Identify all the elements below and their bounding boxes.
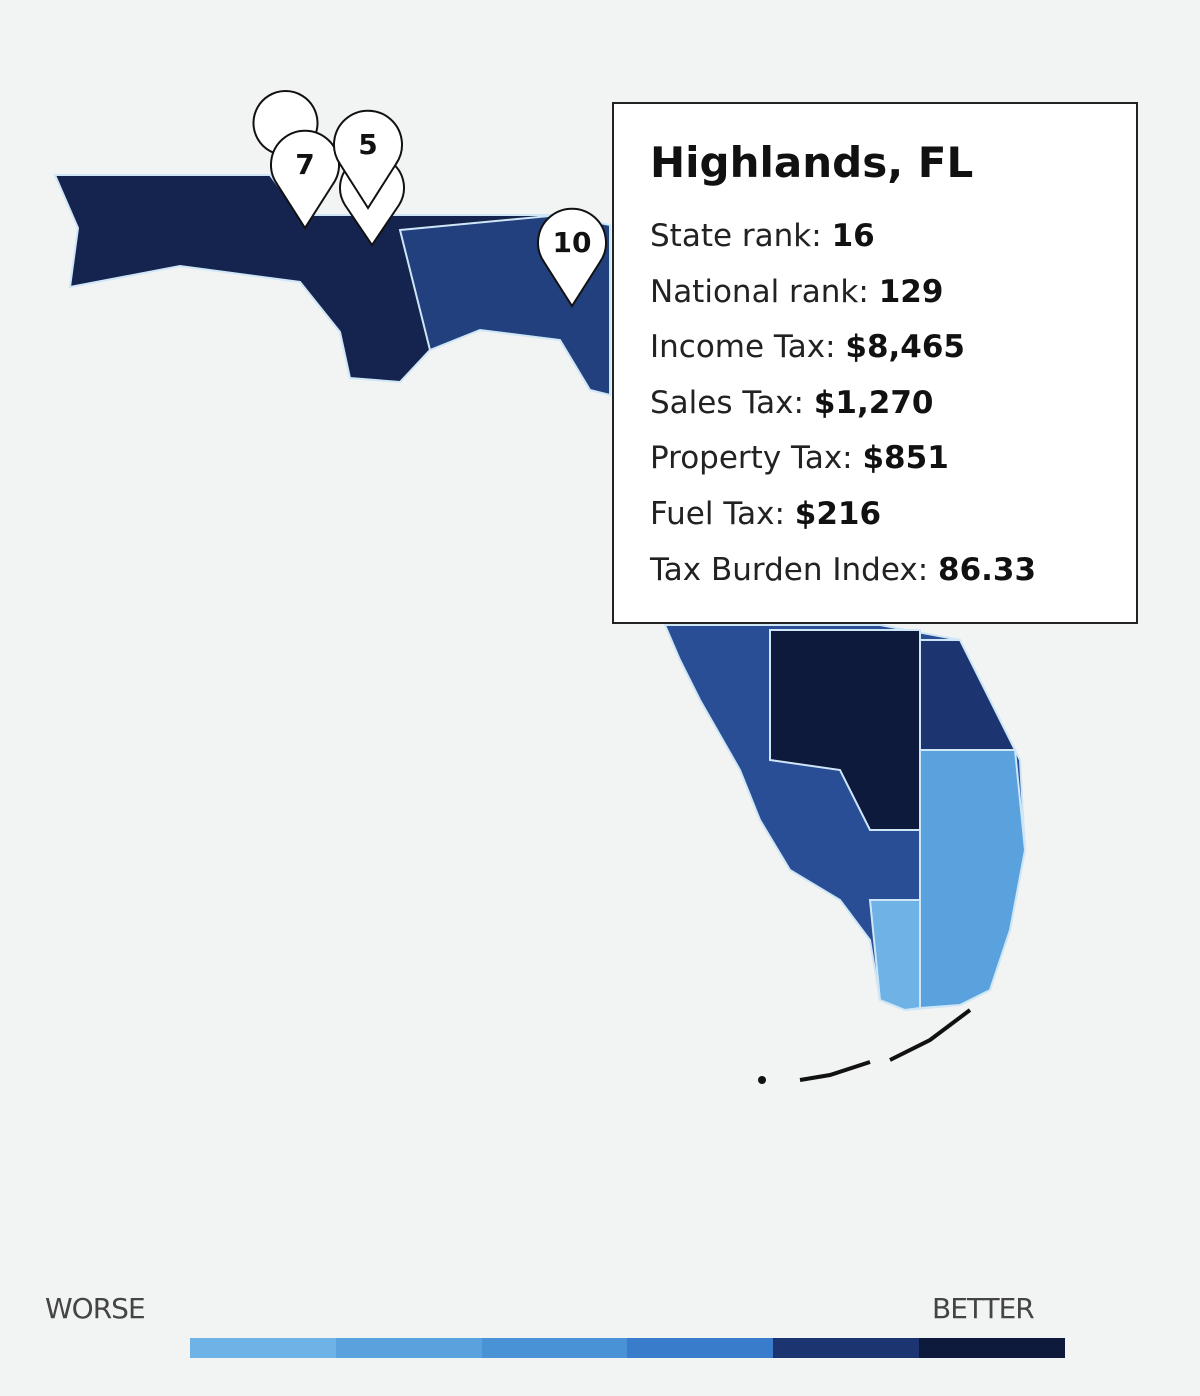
row-label: Fuel Tax:: [650, 495, 785, 532]
tooltip-row: Tax Burden Index: 86.33: [650, 543, 1100, 599]
row-value: $8,465: [845, 329, 966, 366]
row-value: $216: [794, 495, 882, 532]
southwest: [868, 899, 921, 1012]
tooltip-row: National rank: 129: [650, 265, 1100, 321]
row-value: 129: [878, 273, 944, 310]
legend-swatch: [481, 1338, 628, 1358]
north-east: [919, 639, 1017, 751]
legend-swatch: [335, 1338, 482, 1358]
key-dot: [758, 1076, 766, 1084]
legend-bar: [190, 1338, 1065, 1358]
east-coast: [919, 749, 1027, 1010]
pin-shape: [333, 109, 403, 210]
tooltip-rows: State rank: 16 National rank: 129 Income T…: [650, 209, 1100, 598]
tooltip-row: State rank: 16: [650, 209, 1100, 265]
row-value: $1,270: [813, 384, 934, 421]
row-label: Tax Burden Index:: [650, 551, 929, 588]
row-label: State rank:: [650, 218, 822, 254]
pin-shape: [537, 207, 607, 308]
tooltip-row: Fuel Tax: $216: [650, 487, 1100, 543]
legend-swatch: [627, 1338, 774, 1358]
markers: 7 5 10: [252, 90, 607, 308]
map-pin[interactable]: 7: [270, 129, 340, 230]
pin-label: 5: [358, 128, 377, 161]
keys: [799, 1008, 972, 1082]
tooltip-row: Income Tax: $8,465: [650, 320, 1100, 376]
row-label: Property Tax:: [650, 440, 853, 477]
row-value: 86.33: [938, 551, 1037, 588]
pin-label: 7: [295, 148, 314, 181]
row-label: National rank:: [650, 273, 869, 310]
florida-map: 7 5 10: [53, 90, 1027, 1084]
row-value: $851: [862, 440, 949, 477]
row-value: 16: [831, 218, 875, 254]
counties: [53, 174, 1027, 1012]
map-pin[interactable]: 5: [333, 109, 403, 210]
legend-swatch: [919, 1338, 1065, 1358]
map-pin[interactable]: 10: [537, 207, 607, 308]
highlands-county: [769, 629, 921, 831]
tooltip-row: Sales Tax: $1,270: [650, 376, 1100, 432]
pin-shape: [270, 129, 340, 230]
row-label: Income Tax:: [650, 329, 836, 366]
tooltip: Highlands, FL State rank: 16 National ran…: [612, 102, 1138, 624]
legend-high: BETTER: [932, 1292, 1035, 1325]
tooltip-title: Highlands, FL: [650, 138, 974, 187]
row-label: Sales Tax:: [650, 384, 804, 421]
legend-swatch: [773, 1338, 920, 1358]
pin-label: 10: [553, 226, 592, 259]
legend-low: WORSE: [45, 1292, 146, 1325]
legend-swatch: [190, 1338, 336, 1358]
tooltip-row: Property Tax: $851: [650, 431, 1100, 487]
